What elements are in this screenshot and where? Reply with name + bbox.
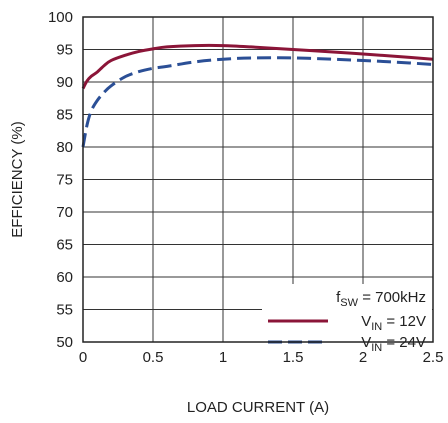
- x-axis-title: LOAD CURRENT (A): [187, 399, 329, 416]
- y-tick-label: 50: [56, 334, 73, 351]
- series-line-1: [81, 43, 434, 90]
- x-tick-label: 1.5: [283, 349, 304, 366]
- legend-note-text-rest: = 700kHz: [358, 289, 426, 306]
- legend-note-text: fSW = 700kHz: [336, 289, 426, 309]
- y-tick-label: 65: [56, 237, 73, 254]
- y-tick-label: 100: [48, 9, 73, 26]
- y-tick-labels: 50 55 60 65 70 75 80 85 90 95 100: [48, 9, 73, 351]
- legend-note-text-sub: SW: [340, 297, 358, 309]
- legend-label-1: VIN = 12V: [361, 313, 426, 333]
- series-lines: [81, 43, 434, 148]
- y-tick-label: 60: [56, 269, 73, 286]
- legend-label-1-base: V: [361, 313, 371, 330]
- legend-label-2-sub: IN: [371, 342, 382, 354]
- series-line-2: [81, 56, 434, 148]
- x-tick-label: 0: [79, 349, 87, 366]
- x-tick-label: 2.5: [423, 349, 444, 366]
- y-tick-label: 85: [56, 107, 73, 124]
- x-tick-label: 1: [219, 349, 227, 366]
- legend-label-1-sub: IN: [371, 321, 382, 333]
- y-tick-label: 55: [56, 302, 73, 319]
- plot-frame: [82, 16, 434, 343]
- x-tick-labels: 0 0.5 1 1.5 2 2.5: [79, 349, 444, 366]
- y-axis-title: EFFICIENCY (%): [9, 121, 26, 237]
- grid-lines: [83, 17, 433, 342]
- legend-note-text-base: f: [336, 289, 341, 306]
- y-tick-label: 80: [56, 139, 73, 156]
- y-tick-label: 90: [56, 74, 73, 91]
- y-tick-label: 70: [56, 204, 73, 221]
- legend-label-1-rest: = 12V: [382, 313, 426, 330]
- x-tick-label: 2: [359, 349, 367, 366]
- y-tick-label: 95: [56, 42, 73, 59]
- x-tick-label: 0.5: [143, 349, 164, 366]
- y-tick-label: 75: [56, 172, 73, 189]
